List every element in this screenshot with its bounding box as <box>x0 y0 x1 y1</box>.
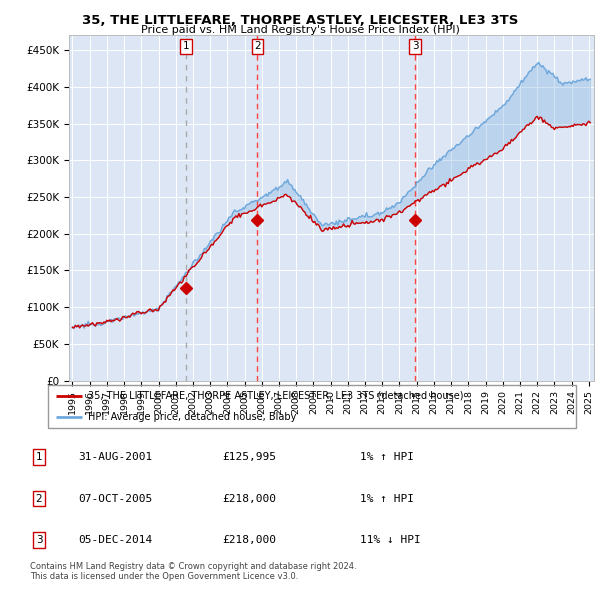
Text: 1% ↑ HPI: 1% ↑ HPI <box>360 494 414 503</box>
Text: 1: 1 <box>182 41 189 51</box>
Text: HPI: Average price, detached house, Blaby: HPI: Average price, detached house, Blab… <box>88 412 296 422</box>
Text: 11% ↓ HPI: 11% ↓ HPI <box>360 535 421 545</box>
Text: 2: 2 <box>35 494 43 503</box>
Text: Contains HM Land Registry data © Crown copyright and database right 2024.: Contains HM Land Registry data © Crown c… <box>30 562 356 571</box>
Text: 35, THE LITTLEFARE, THORPE ASTLEY, LEICESTER, LE3 3TS (detached house): 35, THE LITTLEFARE, THORPE ASTLEY, LEICE… <box>88 391 463 401</box>
Text: 07-OCT-2005: 07-OCT-2005 <box>78 494 152 503</box>
Text: 1% ↑ HPI: 1% ↑ HPI <box>360 453 414 462</box>
Text: 05-DEC-2014: 05-DEC-2014 <box>78 535 152 545</box>
Text: 1: 1 <box>35 453 43 462</box>
Text: £218,000: £218,000 <box>222 535 276 545</box>
Text: 3: 3 <box>35 535 43 545</box>
Text: £125,995: £125,995 <box>222 453 276 462</box>
Text: 2: 2 <box>254 41 261 51</box>
Text: This data is licensed under the Open Government Licence v3.0.: This data is licensed under the Open Gov… <box>30 572 298 581</box>
Text: £218,000: £218,000 <box>222 494 276 503</box>
Text: 31-AUG-2001: 31-AUG-2001 <box>78 453 152 462</box>
Text: 35, THE LITTLEFARE, THORPE ASTLEY, LEICESTER, LE3 3TS: 35, THE LITTLEFARE, THORPE ASTLEY, LEICE… <box>82 14 518 27</box>
Text: Price paid vs. HM Land Registry's House Price Index (HPI): Price paid vs. HM Land Registry's House … <box>140 25 460 35</box>
Text: 3: 3 <box>412 41 419 51</box>
